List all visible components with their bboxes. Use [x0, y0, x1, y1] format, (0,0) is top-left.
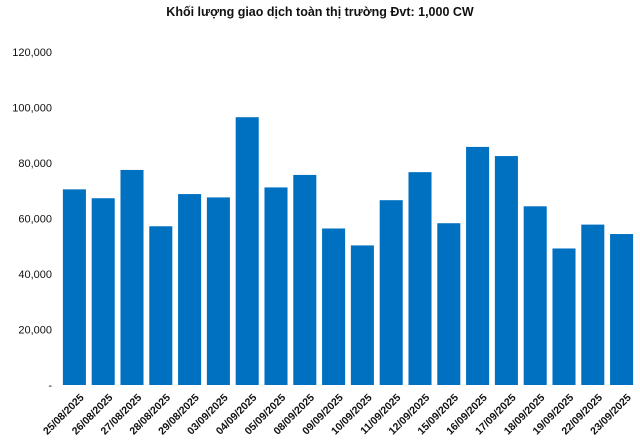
y-tick-label: 40,000	[18, 269, 52, 281]
bar	[494, 156, 518, 385]
bar	[206, 197, 230, 385]
y-axis: - 20,000 40,000 60,000 80,000 100,000 120,000	[12, 47, 52, 392]
bar	[235, 117, 259, 386]
y-tick-label: 120,000	[12, 47, 52, 59]
bar	[178, 194, 202, 385]
bar	[120, 169, 144, 385]
bar	[91, 198, 115, 385]
y-tick-label: -	[48, 380, 52, 392]
bar	[552, 248, 576, 385]
bar	[523, 206, 547, 385]
bar	[610, 234, 634, 385]
y-tick-label: 100,000	[12, 103, 52, 115]
bar	[437, 223, 461, 385]
y-tick-label: 60,000	[18, 214, 52, 226]
y-tick-label: 80,000	[18, 158, 52, 170]
bar	[350, 245, 374, 385]
bar	[149, 226, 173, 385]
y-tick-label: 20,000	[18, 325, 52, 337]
bar	[293, 174, 317, 385]
bar	[466, 146, 490, 385]
chart-title: Khối lượng giao dịch toàn thị trường Đvt…	[166, 5, 474, 19]
bar	[379, 200, 403, 385]
bar	[581, 224, 605, 385]
bar	[62, 189, 86, 385]
bar	[264, 187, 288, 385]
bar	[408, 172, 432, 385]
bars	[62, 117, 634, 386]
bar	[322, 228, 346, 385]
x-axis: 25/08/202526/08/202527/08/202528/08/2025…	[41, 392, 634, 438]
